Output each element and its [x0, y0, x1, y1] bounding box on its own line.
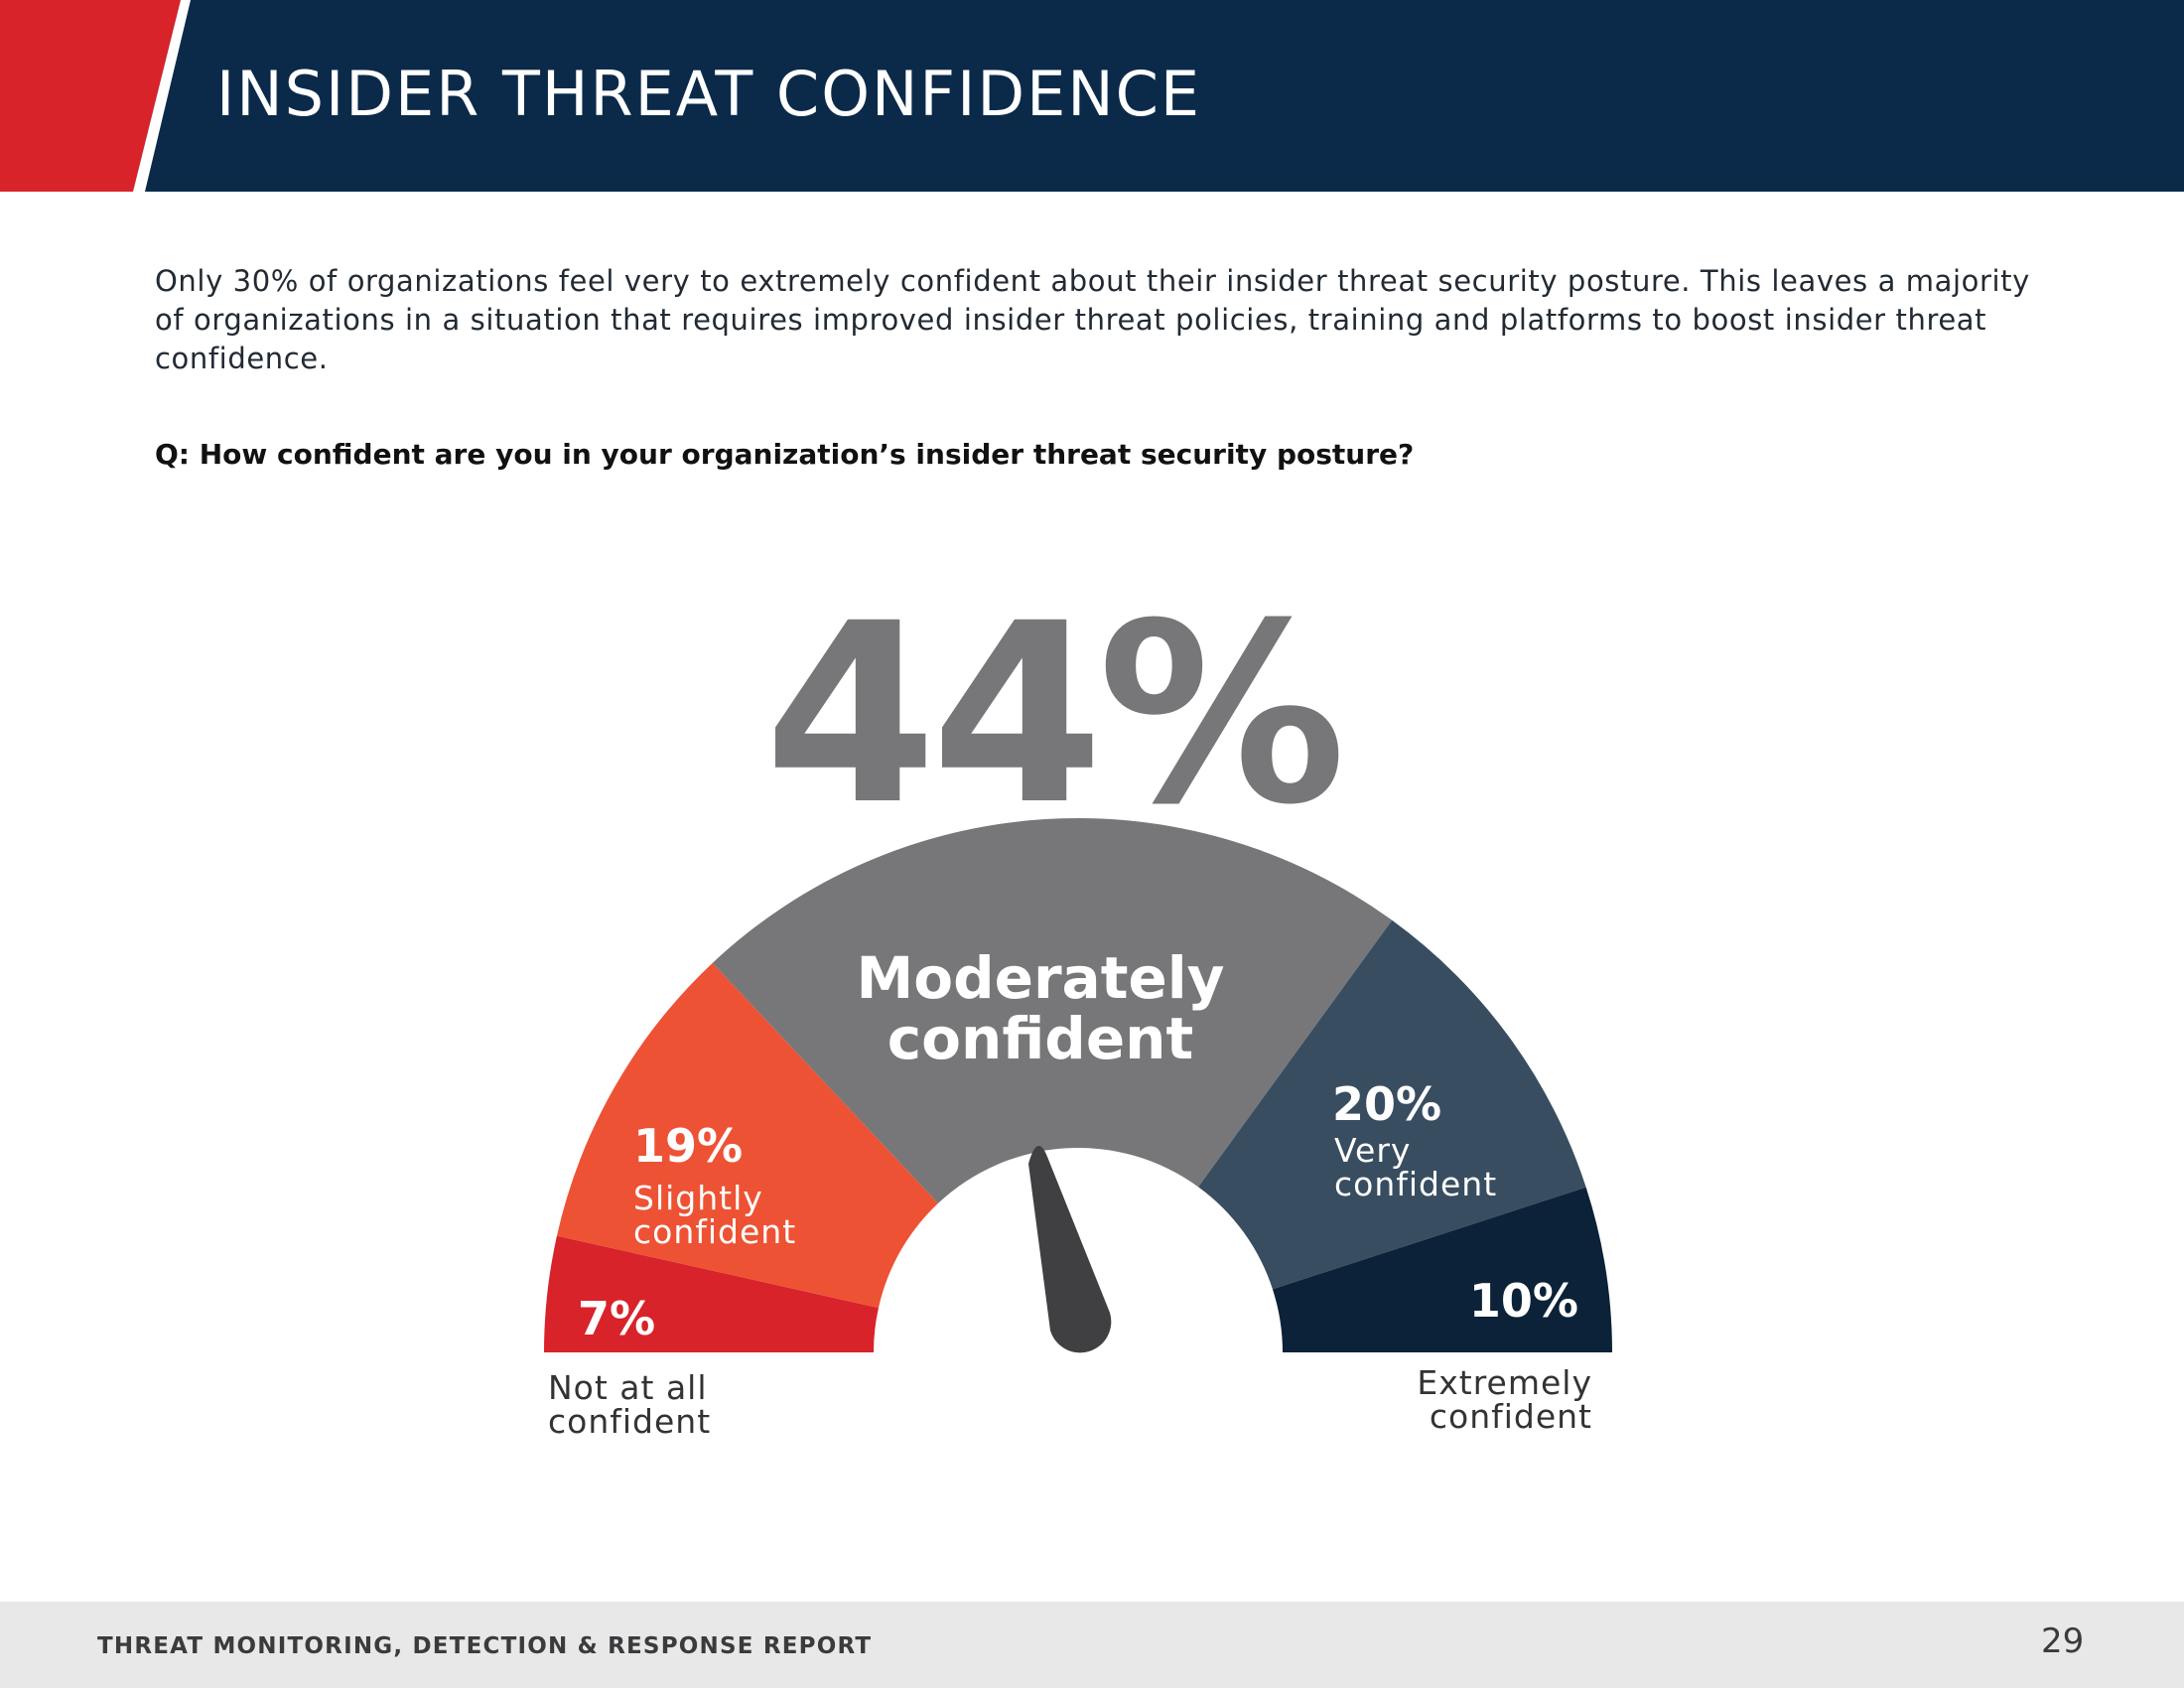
segment-label-not-at-all-line1: Not at all [548, 1368, 708, 1407]
intro-paragraph: Only 30% of organizations feel very to e… [155, 264, 2030, 375]
segment-value-not-at-all: 7% [578, 1292, 655, 1345]
gauge-segment-moderately-confident [712, 818, 1393, 1203]
segment-value-very: 20% [1332, 1077, 1441, 1131]
footer-report-title: THREAT MONITORING, DETECTION & RESPONSE … [97, 1633, 873, 1659]
gauge-segment-extremely-confident [1272, 1187, 1612, 1352]
highlight-percentage: 44% [763, 570, 1346, 859]
gauge-segment-slightly-confident [556, 962, 938, 1309]
segment-value-slightly: 19% [633, 1119, 743, 1173]
segment-label-very-line2: confident [1334, 1165, 1497, 1203]
page-title: INSIDER THREAT CONFIDENCE [216, 58, 1202, 130]
segment-label-slightly-line1: Slightly [633, 1179, 763, 1217]
gauge-segment-not-at-all-confident [544, 1235, 879, 1352]
segment-label-extremely-line1: Extremely [1417, 1363, 1592, 1402]
segment-label-moderately-line1: Moderately [857, 944, 1225, 1012]
segment-label-moderately-line2: confident [887, 1005, 1193, 1072]
gauge-needle [1028, 1146, 1112, 1353]
segment-label-not-at-all-line2: confident [548, 1402, 711, 1441]
segment-label-very-line1: Very [1334, 1131, 1411, 1170]
header-band [0, 0, 2184, 192]
segment-label-extremely-line2: confident [1430, 1397, 1592, 1436]
segment-label-slightly-line2: confident [633, 1212, 796, 1251]
footer-bar [0, 1602, 2184, 1688]
page-number: 29 [2041, 1621, 2085, 1661]
survey-question: Q: How confident are you in your organiz… [155, 438, 1415, 471]
gauge-segment-very-confident [1198, 919, 1586, 1290]
segment-value-extremely: 10% [1469, 1274, 1578, 1328]
